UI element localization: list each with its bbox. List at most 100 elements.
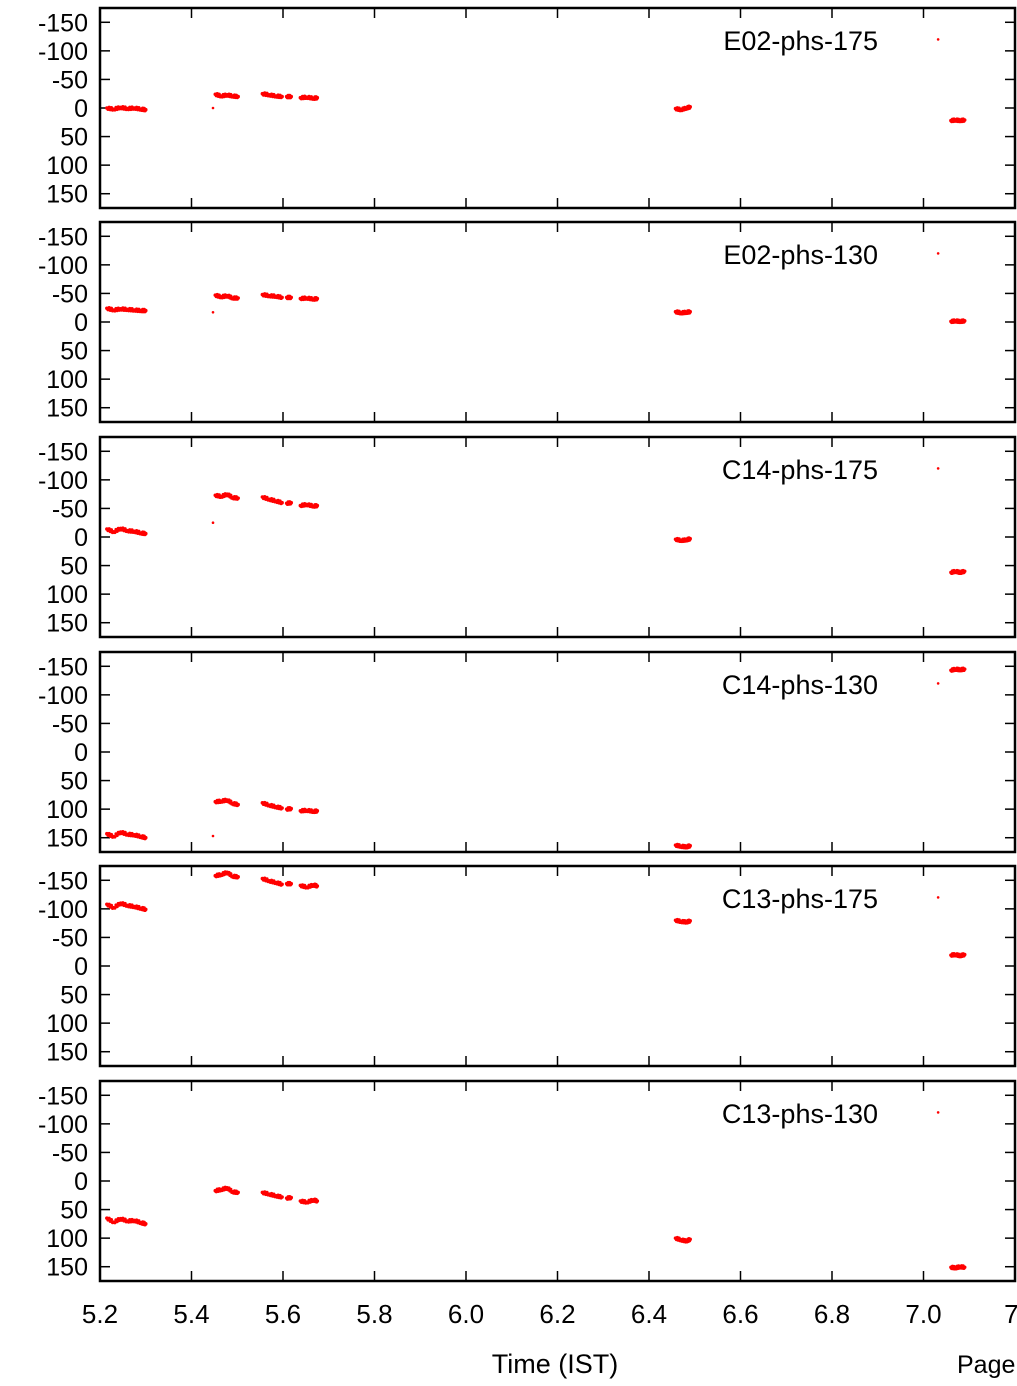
y-tick-label: -100 — [38, 682, 88, 710]
y-tick-label: 150 — [46, 825, 88, 853]
data-point — [109, 528, 114, 532]
data-point — [265, 495, 269, 499]
y-tick-label: 50 — [60, 982, 88, 1010]
y-tick-label: 100 — [46, 152, 88, 180]
data-point — [289, 806, 294, 811]
data-point — [280, 295, 284, 300]
data-point — [115, 905, 119, 909]
data-point — [236, 94, 240, 99]
y-tick-label: 50 — [60, 768, 88, 796]
y-tick-label: 0 — [74, 524, 88, 552]
x-tick-label: 7.0 — [905, 1299, 941, 1329]
data-point — [280, 94, 284, 99]
data-point — [688, 1237, 692, 1242]
y-tick-label: -100 — [38, 252, 88, 280]
data-point — [289, 1195, 294, 1200]
y-tick-label: -50 — [52, 1139, 88, 1167]
data-point — [143, 308, 148, 313]
data-point — [211, 310, 215, 314]
data-point — [315, 884, 320, 888]
data-point — [229, 799, 233, 803]
data-point — [688, 843, 692, 848]
data-point — [962, 118, 967, 122]
data-point — [137, 1219, 141, 1223]
y-tick-label: 150 — [46, 181, 88, 209]
data-point — [123, 1217, 127, 1221]
y-tick-label: -150 — [38, 438, 88, 466]
data-point — [315, 95, 320, 100]
data-point — [229, 872, 233, 876]
data-point — [962, 667, 967, 671]
data-point — [126, 108, 131, 112]
y-tick-label: 0 — [74, 953, 88, 981]
y-tick-label: -50 — [52, 280, 88, 308]
y-tick-label: -100 — [38, 38, 88, 66]
data-point — [289, 295, 294, 300]
data-point — [109, 832, 114, 837]
y-tick-label: 100 — [46, 796, 88, 824]
x-tick-label: 6.6 — [722, 1299, 758, 1329]
x-tick-label: 5.6 — [265, 1299, 301, 1329]
data-point — [289, 94, 294, 99]
y-tick-label: -150 — [38, 653, 88, 681]
data-point — [135, 307, 139, 311]
x-tick-label: 6.0 — [448, 1299, 484, 1329]
y-tick-label: -100 — [38, 467, 88, 495]
data-point — [688, 309, 692, 314]
data-point — [211, 106, 215, 110]
data-point — [315, 809, 320, 813]
data-point — [236, 496, 240, 500]
y-tick-label: 0 — [74, 309, 88, 337]
data-point — [109, 1218, 114, 1222]
y-tick-label: 150 — [46, 1039, 88, 1067]
data-point — [265, 801, 269, 805]
y-tick-label: -50 — [52, 710, 88, 738]
y-tick-label: 100 — [46, 1010, 88, 1038]
y-tick-label: -50 — [52, 495, 88, 523]
y-tick-label: 100 — [46, 366, 88, 394]
data-point — [129, 1220, 133, 1224]
data-point — [315, 1199, 320, 1203]
data-point — [936, 467, 940, 470]
y-tick-label: 50 — [60, 338, 88, 366]
x-axis-title: Time (IST) — [492, 1349, 618, 1379]
data-point — [315, 503, 320, 508]
y-tick-label: 50 — [60, 1197, 88, 1225]
data-point — [126, 1220, 131, 1224]
data-point — [280, 500, 284, 505]
data-point — [936, 38, 940, 41]
x-tick-label: 5.8 — [356, 1299, 392, 1329]
panel-label: C13-phs-130 — [722, 1099, 878, 1129]
data-point — [936, 682, 940, 685]
panel-label: C14-phs-175 — [722, 455, 878, 485]
data-point — [236, 802, 240, 807]
data-point — [143, 907, 148, 912]
data-point — [936, 252, 940, 255]
data-point — [688, 919, 692, 923]
x-tick-label: 6.8 — [814, 1299, 850, 1329]
data-point — [229, 493, 233, 497]
data-point — [211, 834, 215, 838]
panel-label: C13-phs-175 — [722, 884, 878, 914]
y-tick-label: 0 — [74, 739, 88, 767]
data-point — [936, 896, 940, 899]
data-point — [280, 806, 284, 810]
y-tick-label: -150 — [38, 1082, 88, 1110]
y-tick-label: -150 — [38, 867, 88, 895]
data-point — [962, 952, 967, 957]
y-tick-label: 0 — [74, 1168, 88, 1196]
data-point — [936, 1111, 940, 1114]
data-point — [123, 527, 127, 531]
y-tick-label: -150 — [38, 9, 88, 37]
data-point — [129, 107, 133, 112]
x-tick-label: 5.2 — [82, 1299, 118, 1329]
data-point — [143, 1222, 148, 1226]
data-point — [688, 536, 692, 541]
data-point — [115, 833, 119, 838]
